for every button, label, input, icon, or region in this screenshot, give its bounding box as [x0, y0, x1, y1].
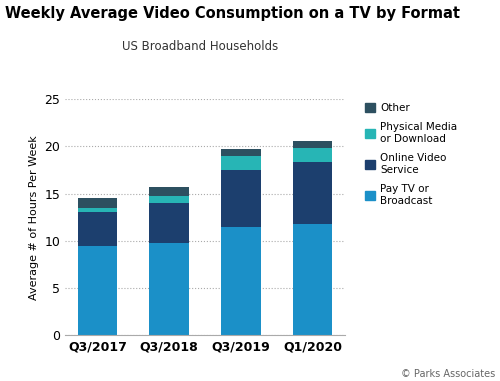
Bar	[293, 148, 333, 162]
Bar	[293, 224, 333, 335]
Bar	[150, 203, 189, 243]
Bar	[221, 170, 260, 227]
Text: Weekly Average Video Consumption on a TV by Format: Weekly Average Video Consumption on a TV…	[5, 6, 460, 21]
Bar	[293, 141, 333, 148]
Bar	[221, 149, 260, 156]
Legend: Other, Physical Media
or Download, Online Video
Service, Pay TV or
Broadcast: Other, Physical Media or Download, Onlin…	[362, 99, 460, 209]
Text: US Broadband Households: US Broadband Households	[122, 40, 278, 53]
Bar	[78, 198, 117, 208]
Text: © Parks Associates: © Parks Associates	[401, 369, 495, 379]
Bar	[293, 162, 333, 224]
Bar	[78, 208, 117, 213]
Bar	[78, 245, 117, 335]
Bar	[150, 187, 189, 196]
Bar	[221, 156, 260, 170]
Bar	[221, 227, 260, 335]
Bar	[150, 196, 189, 203]
Bar	[78, 213, 117, 245]
Y-axis label: Average # of Hours Per Week: Average # of Hours Per Week	[28, 135, 38, 299]
Bar	[150, 243, 189, 335]
